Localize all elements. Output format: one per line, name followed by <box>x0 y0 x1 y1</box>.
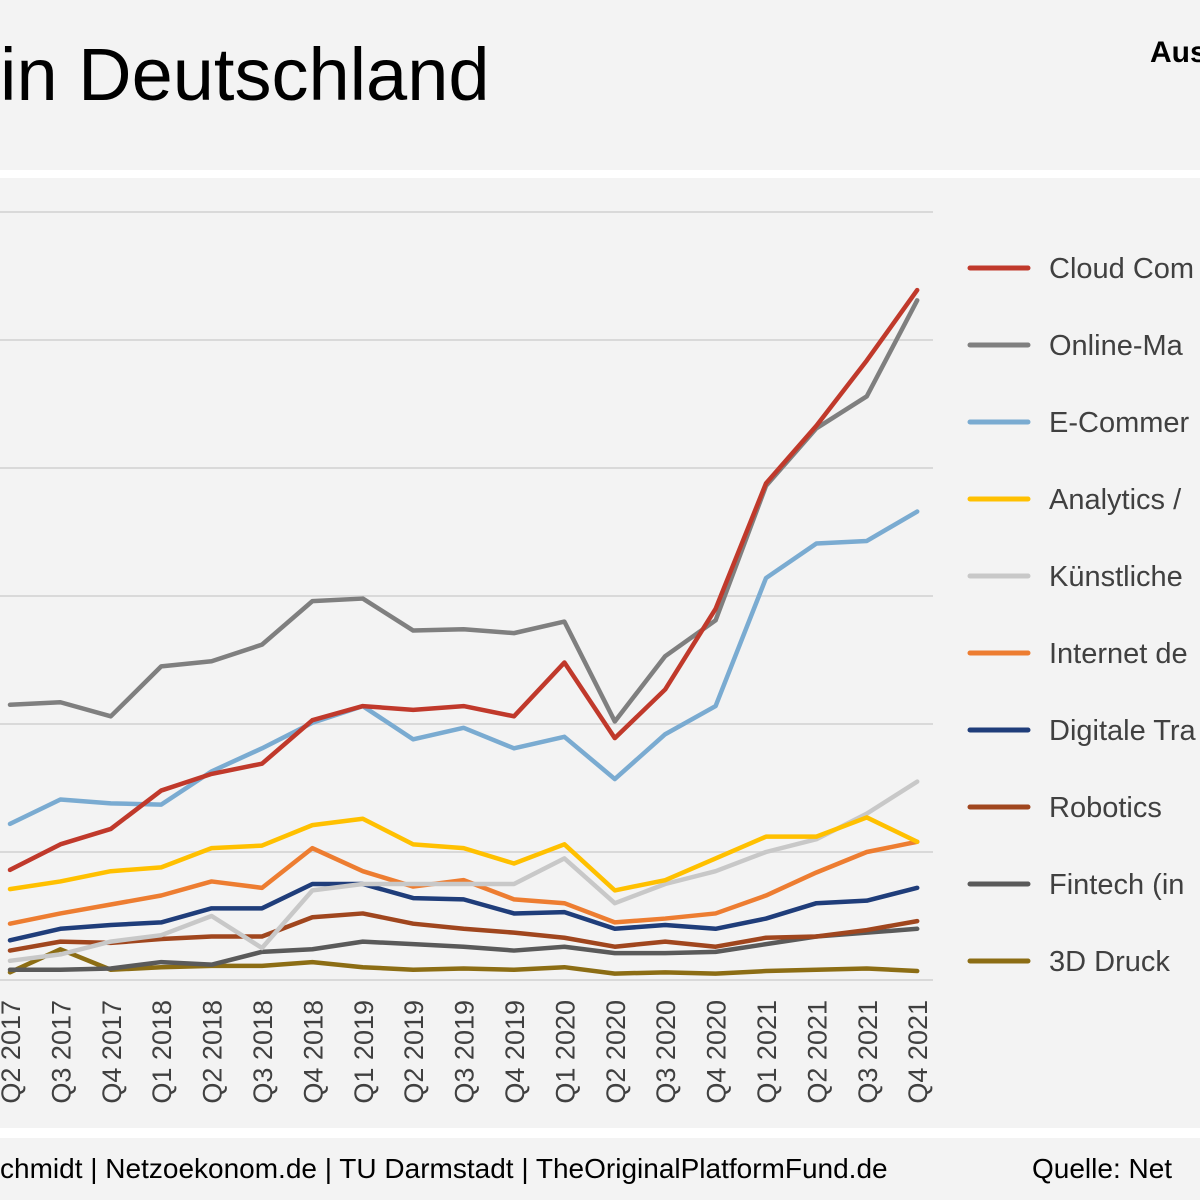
chart-title: in Deutschland <box>0 33 490 116</box>
bottom-divider <box>0 1128 1200 1138</box>
x-tick-label: Q3 2017 <box>46 1000 76 1104</box>
footer-credits: chmidt | Netzoekonom.de | TU Darmstadt |… <box>0 1153 888 1184</box>
series-lines <box>7 287 920 976</box>
legend-label: Fintech (in <box>1049 869 1184 901</box>
x-tick-label: Q4 2021 <box>903 1000 933 1104</box>
footer-source: Quelle: Net <box>1032 1153 1173 1184</box>
x-tick-label: Q3 2018 <box>248 1000 278 1104</box>
x-tick-label: Q2 2021 <box>802 1000 832 1104</box>
legend-label: Robotics <box>1049 792 1162 824</box>
corner-label: Aus <box>1150 36 1200 69</box>
gridlines <box>0 211 933 981</box>
series-line-analytics <box>7 815 920 893</box>
legend-label: E-Commer <box>1049 407 1190 439</box>
series-line-k-nstliche <box>7 779 920 964</box>
x-tick-label: Q4 2018 <box>298 1000 328 1104</box>
x-tick-label: Q2 2017 <box>0 1000 26 1104</box>
x-tick-label: Q3 2021 <box>853 1000 883 1104</box>
legend-label: Analytics / <box>1049 484 1182 516</box>
x-tick-label: Q1 2018 <box>147 1000 177 1104</box>
x-tick-label: Q1 2021 <box>752 1000 782 1104</box>
series-line-3d-druck <box>7 947 920 976</box>
x-tick-label: Q3 2020 <box>651 1000 681 1104</box>
series-line-e-commer <box>7 509 920 827</box>
x-tick-label: Q3 2019 <box>450 1000 480 1104</box>
top-divider <box>0 170 1200 178</box>
legend-label: Künstliche <box>1049 561 1183 593</box>
x-tick-label: Q1 2019 <box>349 1000 379 1104</box>
x-tick-label: Q2 2019 <box>399 1000 429 1104</box>
legend-label: Online-Ma <box>1049 330 1184 362</box>
legend-label: Digitale Tra <box>1049 715 1197 747</box>
series-line-digitale-tra <box>7 881 920 943</box>
x-tick-label: Q1 2020 <box>550 1000 580 1104</box>
series-line-fintech-in <box>7 926 920 973</box>
x-tick-label: Q4 2020 <box>702 1000 732 1104</box>
series-line-internet-de <box>7 839 920 926</box>
x-axis-tick-labels: Q2 2017 Q3 2017 Q4 2017 Q1 2018 Q2 2018 Q3 20… <box>0 1000 933 1104</box>
legend-label: Internet de <box>1049 638 1188 670</box>
x-tick-label: Q4 2019 <box>500 1000 530 1104</box>
series-line-robotics <box>7 911 920 953</box>
x-tick-label: Q2 2018 <box>198 1000 228 1104</box>
legend-label: Cloud Com <box>1049 253 1194 285</box>
legend: Cloud Com Online-Ma E-Commer Analytics / Kün… <box>967 253 1197 978</box>
series-line-online-ma <box>7 298 920 724</box>
legend-label: 3D Druck <box>1049 946 1170 978</box>
series-line-cloud-com <box>7 287 920 873</box>
x-tick-label: Q2 2020 <box>601 1000 631 1104</box>
x-tick-label: Q4 2017 <box>97 1000 127 1104</box>
